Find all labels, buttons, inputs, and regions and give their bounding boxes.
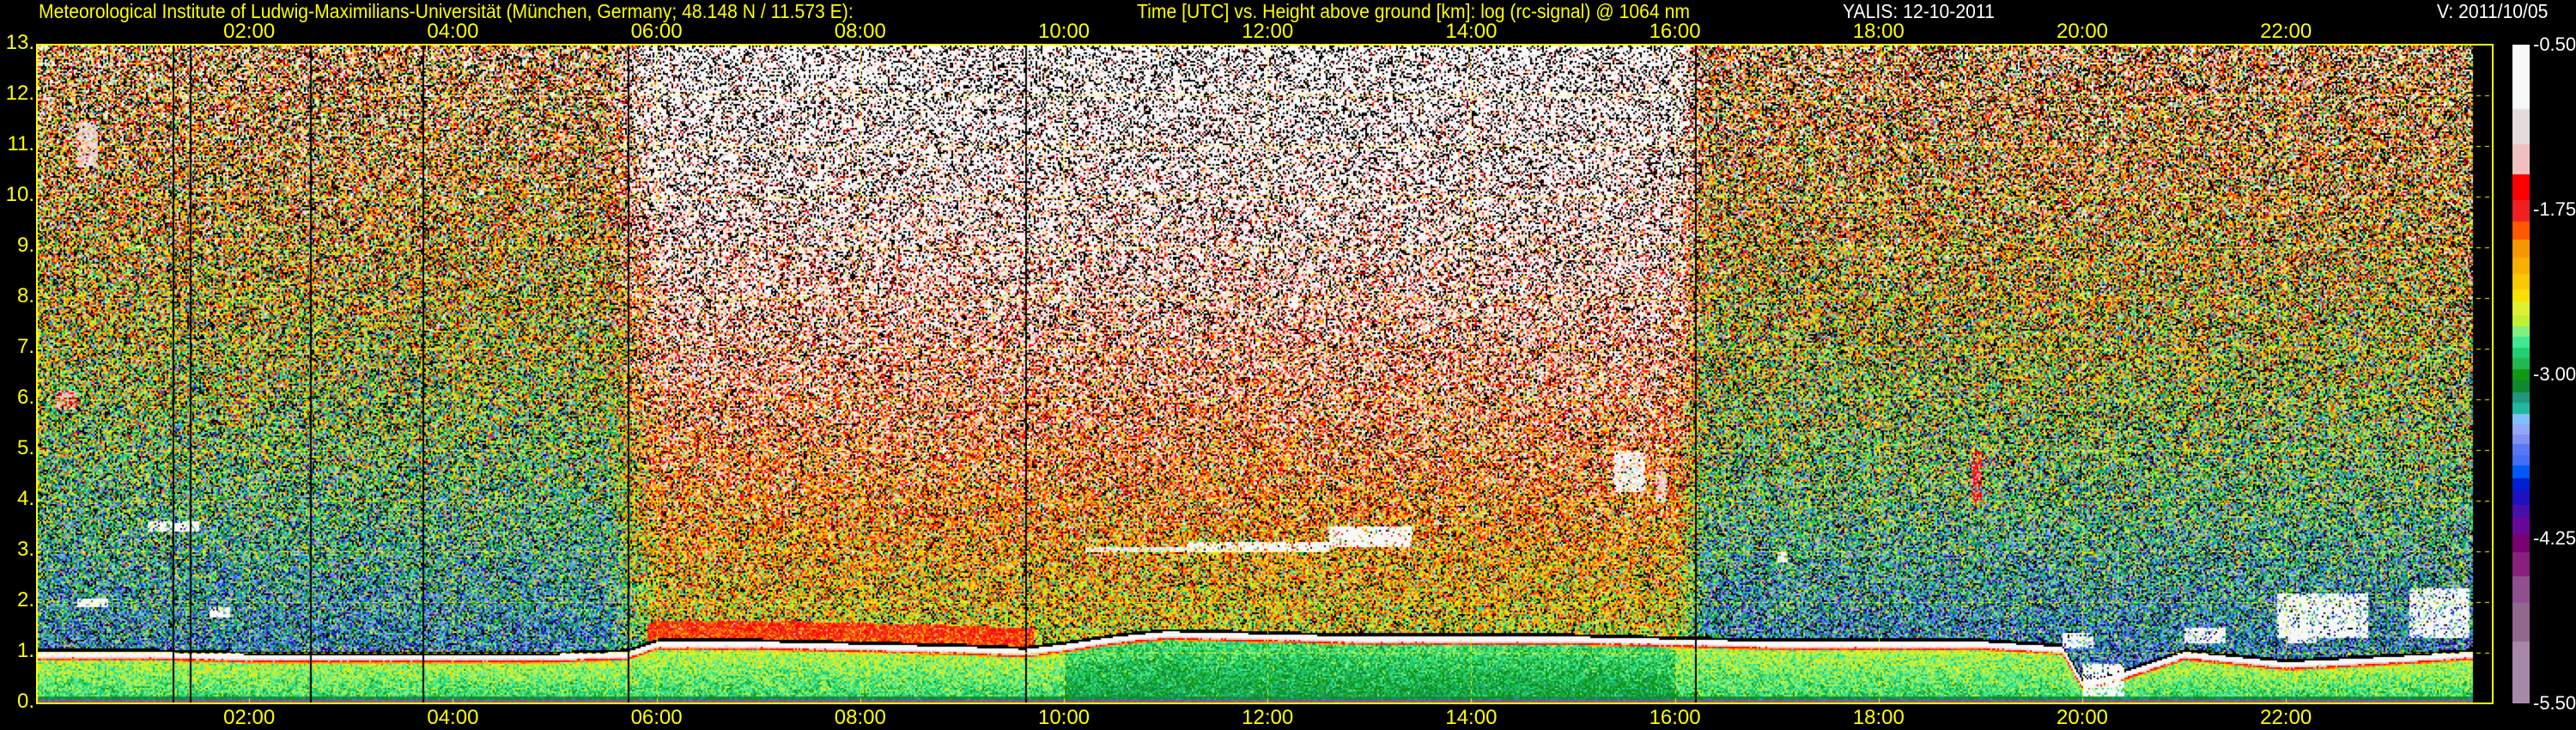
y-tick: 5.	[16, 436, 34, 459]
institute-title: Meteorological Institute of Ludwig-Maxim…	[39, 0, 854, 22]
instrument-date: YALIS: 12-10-2011	[1843, 0, 1995, 22]
y-tick: 9.	[16, 234, 34, 257]
x-tick-bottom: 08:00	[834, 706, 886, 729]
x-tick-bottom: 14:00	[1445, 706, 1498, 729]
colorbar-tick: -4.25	[2533, 527, 2576, 550]
x-tick-bottom: 16:00	[1649, 706, 1701, 729]
x-tick-top: 22:00	[2260, 20, 2312, 43]
x-tick-top: 02:00	[223, 20, 276, 43]
y-tick: 8.	[16, 284, 34, 307]
colorbar-tick: -0.50	[2533, 33, 2576, 55]
y-tick: 11.	[7, 132, 34, 155]
colorbar-tick: -3.00	[2533, 362, 2576, 385]
x-tick-top: 18:00	[1852, 20, 1905, 43]
x-tick-bottom: 12:00	[1242, 706, 1294, 729]
x-tick-bottom: 20:00	[2056, 706, 2109, 729]
x-tick-bottom: 06:00	[630, 706, 683, 729]
heatmap-canvas	[38, 46, 2492, 703]
colorbar-tick: -1.75	[2533, 198, 2576, 220]
x-tick-bottom: 22:00	[2260, 706, 2312, 729]
chart-title: Time [UTC] vs. Height above ground [km]:…	[1137, 0, 1690, 22]
y-tick: 7.	[16, 335, 34, 358]
y-tick: 4.	[16, 487, 34, 510]
y-tick: 3.	[16, 538, 34, 561]
y-tick: 0.	[16, 690, 34, 713]
x-tick-bottom: 02:00	[223, 706, 276, 729]
y-tick: 6.	[16, 386, 34, 409]
x-tick-top: 14:00	[1445, 20, 1498, 43]
colorbar-tick: -5.50	[2533, 692, 2576, 714]
lidar-heatmap-plot	[36, 44, 2494, 704]
x-tick-bottom: 18:00	[1852, 706, 1905, 729]
x-tick-bottom: 04:00	[427, 706, 479, 729]
colorbar	[2512, 45, 2530, 703]
x-tick-bottom: 10:00	[1037, 706, 1091, 729]
x-tick-top: 10:00	[1037, 20, 1091, 43]
x-tick-top: 08:00	[834, 20, 886, 43]
y-tick: 2.	[16, 588, 34, 611]
x-tick-top: 16:00	[1649, 20, 1701, 43]
y-tick: 1.	[16, 639, 34, 662]
x-tick-top: 12:00	[1242, 20, 1294, 43]
version-label: V: 2011/10/05	[2437, 0, 2549, 22]
y-tick: 10.	[5, 183, 34, 206]
x-tick-top: 04:00	[427, 20, 479, 43]
y-tick: 12.	[5, 82, 34, 105]
x-tick-top: 06:00	[630, 20, 683, 43]
x-tick-top: 20:00	[2056, 20, 2109, 43]
y-tick: 13.	[5, 31, 34, 54]
